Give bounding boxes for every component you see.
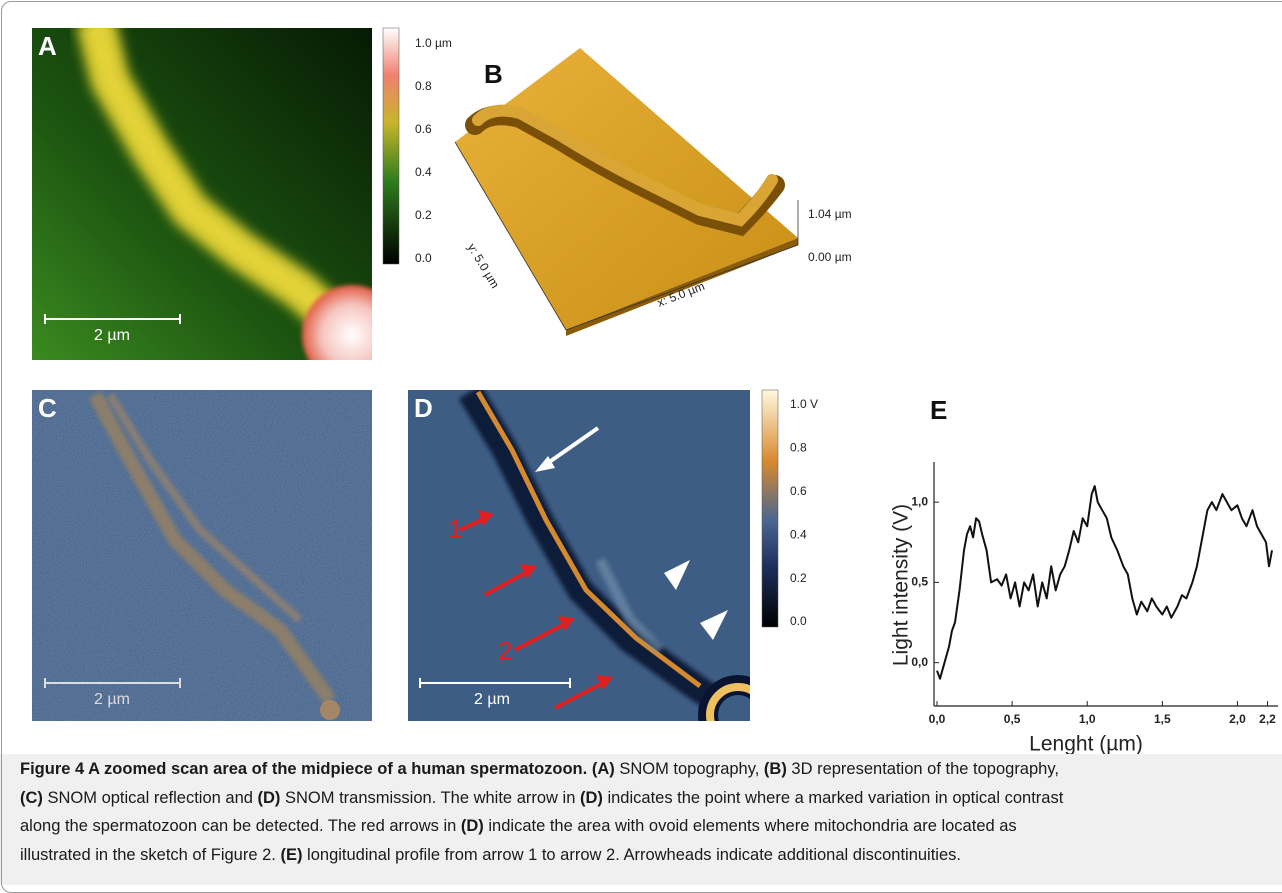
caption-text: indicates the point where a marked varia… [603, 789, 1063, 807]
caption-text: (B) [764, 760, 787, 778]
colorbar-tick-label: 0.2 [790, 571, 807, 585]
caption-line: along the spermatozoon can be detected. … [20, 812, 1063, 841]
colorbar-tick-label: 0.8 [790, 441, 807, 455]
caption-text: (A) [592, 760, 615, 778]
x-tick-label: 0,5 [1004, 712, 1021, 726]
y-axis-label: y: 5.0 µm [465, 241, 503, 291]
z-axis-label: 1.04 µm [808, 207, 852, 221]
panel-a-image [32, 20, 402, 385]
colorbar-tick-label: 0.0 [415, 251, 432, 265]
y-axis-label: Light intensity (V) [890, 504, 913, 666]
caption-text: indicate the area with ovoid elements wh… [484, 817, 1017, 835]
arrow-label: 1 [448, 514, 462, 544]
caption-text: along the spermatozoon can be detected. … [20, 817, 461, 835]
scale-bar-label: 2 µm [94, 691, 130, 708]
panel-label: D [414, 393, 433, 423]
y-tick-label: 0,0 [911, 655, 928, 669]
caption-text: longitudinal profile from arrow 1 to arr… [302, 846, 961, 864]
colorbar [762, 390, 778, 627]
data-line [937, 486, 1272, 679]
arrow-label: 2 [498, 636, 512, 666]
scale-bar-label: 2 µm [94, 327, 130, 344]
x-axis-label: Lenght (µm) [1029, 733, 1143, 754]
figure: A 2 µm 1.0 µm 0.8 0.6 0.4 0.2 0.0 B 1.04 µm 0… [0, 0, 1282, 754]
caption-text: (D) [461, 817, 484, 835]
panel-label: E [930, 395, 947, 425]
colorbar [383, 28, 399, 264]
page: A 2 µm 1.0 µm 0.8 0.6 0.4 0.2 0.0 B 1.04 µm 0… [0, 0, 1282, 885]
caption-text: (D) [258, 789, 281, 807]
colorbar-tick-label: 0.6 [790, 484, 807, 498]
panel-c-image [32, 390, 372, 721]
colorbar-ticks: 1.0 µm 0.8 0.6 0.4 0.2 0.0 [415, 36, 452, 265]
z-axis-label: 0.00 µm [808, 250, 852, 264]
caption-text: SNOM optical reflection and [43, 789, 258, 807]
caption-text: SNOM topography, [615, 760, 764, 778]
x-tick-label: 0,0 [929, 712, 946, 726]
colorbar-tick-label: 0.4 [415, 165, 432, 179]
colorbar-tick-label: 1.0 µm [415, 36, 452, 50]
panel-d-image [408, 390, 778, 754]
caption-line: illustrated in the sketch of Figure 2. (… [20, 841, 1063, 870]
caption-text: (E) [280, 846, 302, 864]
colorbar-tick-label: 1.0 V [790, 397, 818, 411]
y-tick-label: 1,0 [911, 494, 928, 508]
x-tick-label: 2,0 [1229, 712, 1246, 726]
caption-line: (C) SNOM optical reflection and (D) SNOM… [20, 784, 1063, 813]
panel-b-surface [455, 48, 798, 336]
caption-text: (D) [580, 789, 603, 807]
caption-line: Figure 4 A zoomed scan area of the midpi… [20, 755, 1063, 784]
scale-bar-label: 2 µm [474, 691, 510, 708]
panel-label: A [38, 31, 57, 61]
colorbar-tick-label: 0.2 [415, 208, 432, 222]
caption-text: SNOM transmission. The white arrow in [280, 789, 580, 807]
x-tick-label: 1,0 [1079, 712, 1096, 726]
x-tick-label: 1,5 [1154, 712, 1171, 726]
caption-text: Figure 4 A zoomed scan area of the midpi… [20, 760, 587, 778]
panel-label: C [38, 393, 57, 423]
chart: 0,0 0,5 1,0 0,0 0,5 1,0 1,5 2,0 2,2 Lenght (µm) Li… [890, 462, 1278, 754]
colorbar-tick-label: 0.6 [415, 122, 432, 136]
colorbar-tick-label: 0.8 [415, 79, 432, 93]
colorbar-tick-label: 0.4 [790, 527, 807, 541]
caption-text: 3D representation of the topography, [787, 760, 1059, 778]
caption-text: illustrated in the sketch of Figure 2. [20, 846, 280, 864]
y-tick-label: 0,5 [911, 575, 928, 589]
panel-label: B [484, 59, 503, 89]
colorbar-tick-label: 0.0 [790, 614, 807, 628]
caption-text: (C) [20, 789, 43, 807]
x-tick-label: 2,2 [1259, 712, 1276, 726]
caption: Figure 4 A zoomed scan area of the midpi… [20, 755, 1063, 869]
colorbar-ticks: 1.0 V 0.8 0.6 0.4 0.2 0.0 [790, 397, 818, 628]
